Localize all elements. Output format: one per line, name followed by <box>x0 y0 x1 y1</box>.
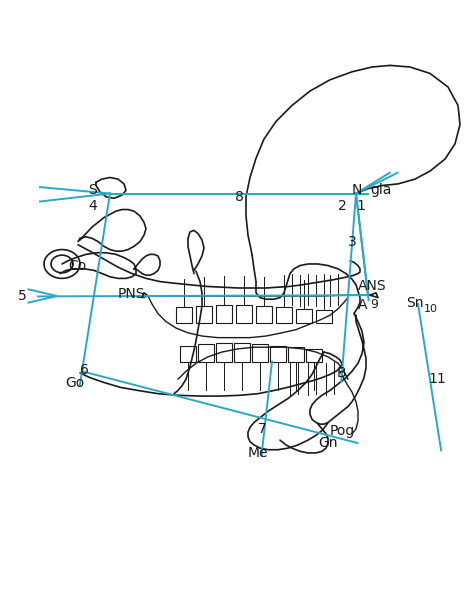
Text: ANS: ANS <box>358 279 387 294</box>
Text: 4: 4 <box>88 198 97 213</box>
Text: 8: 8 <box>235 189 244 204</box>
Text: Co: Co <box>68 259 86 272</box>
Text: Gn: Gn <box>318 436 337 449</box>
Text: 7: 7 <box>258 422 267 436</box>
Text: N: N <box>352 182 363 197</box>
Text: Go: Go <box>65 377 84 390</box>
Text: 10: 10 <box>424 304 438 314</box>
Text: gla: gla <box>370 182 392 197</box>
Text: Me: Me <box>248 446 268 460</box>
Text: B: B <box>337 366 346 380</box>
Text: 3: 3 <box>348 234 357 249</box>
Text: Pog: Pog <box>330 423 355 437</box>
Text: 6: 6 <box>80 363 89 377</box>
Text: 11: 11 <box>428 372 446 386</box>
Text: PNS: PNS <box>118 287 146 301</box>
Text: 1: 1 <box>356 198 365 213</box>
Text: 5: 5 <box>18 289 27 303</box>
Text: S: S <box>88 182 97 197</box>
Text: 2: 2 <box>338 198 347 213</box>
Text: A: A <box>358 298 367 312</box>
Text: 9: 9 <box>370 298 378 311</box>
Text: Sn: Sn <box>406 296 423 310</box>
